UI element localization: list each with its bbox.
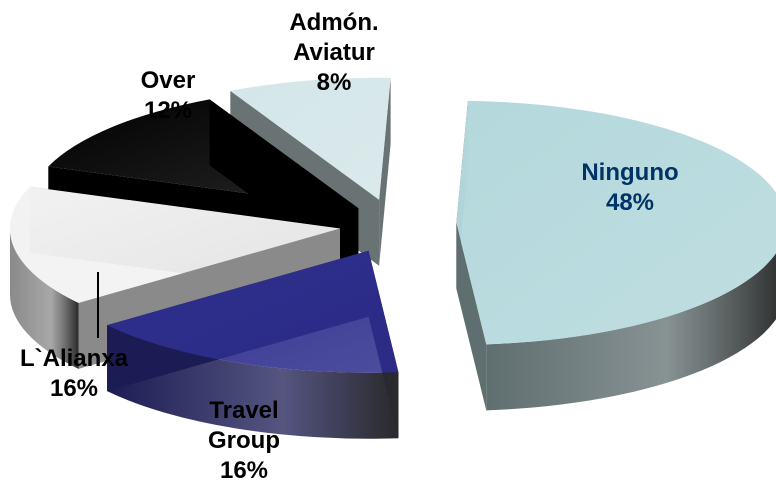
slice-top (48, 99, 359, 209)
slice-top (456, 100, 776, 345)
slice-name-label: Ninguno (581, 159, 678, 186)
slice-percent-label: 16% (220, 457, 268, 484)
slice-cut-face (379, 77, 391, 266)
slice-top (9, 186, 340, 303)
slice-name-label: L`Alianxa (20, 345, 129, 372)
slice-side-wall (486, 253, 776, 411)
slice-percent-label: 48% (606, 189, 654, 216)
slice-side-wall (9, 228, 79, 369)
pie-slice-travel-group (107, 250, 399, 439)
slice-name-label: Aviatur (293, 39, 375, 66)
slice-side-wall (107, 325, 399, 439)
slice-name-label: Over (141, 67, 196, 94)
slice-name-label: Travel (209, 397, 278, 424)
slice-top (107, 250, 399, 373)
slice-percent-label: 16% (50, 375, 98, 402)
slice-top (230, 77, 391, 200)
slice-percent-label: 8% (317, 69, 352, 96)
slice-cut-face (456, 222, 487, 411)
slice-name-label: Admón. (289, 9, 378, 36)
pie-slice-ninguno (456, 100, 776, 411)
slice-name-label: Group (208, 427, 280, 454)
slice-percent-label: 12% (144, 97, 192, 124)
